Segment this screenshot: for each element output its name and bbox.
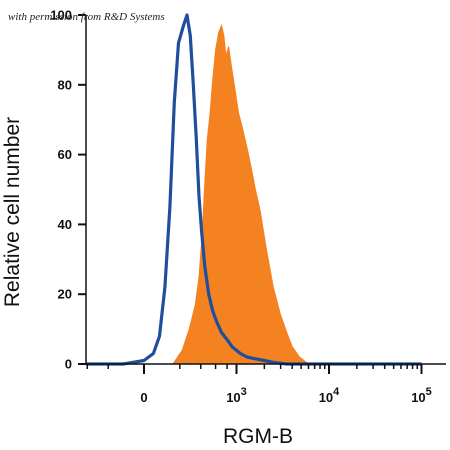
x-tick-label: 0 bbox=[140, 390, 147, 405]
plot-area bbox=[86, 13, 422, 366]
y-tick-label: 80 bbox=[58, 77, 72, 92]
y-tick-label: 0 bbox=[65, 357, 72, 372]
histogram-outline-series bbox=[86, 13, 422, 366]
x-tick-exponent: 5 bbox=[426, 386, 432, 398]
y-tick-label: 20 bbox=[58, 287, 72, 302]
y-tick-label: 40 bbox=[58, 217, 72, 232]
credit-text: with permission from R&D Systems bbox=[8, 11, 165, 23]
x-tick-exponent: 4 bbox=[333, 386, 340, 398]
y-axis-title: Relative cell number bbox=[1, 117, 24, 307]
x-tick-exponent: 3 bbox=[241, 386, 247, 398]
y-tick-label: 60 bbox=[58, 147, 72, 162]
y-tick-label: 100 bbox=[50, 8, 72, 23]
histogram-filled-series bbox=[86, 23, 422, 365]
x-axis-title: RGM-B bbox=[223, 425, 293, 448]
